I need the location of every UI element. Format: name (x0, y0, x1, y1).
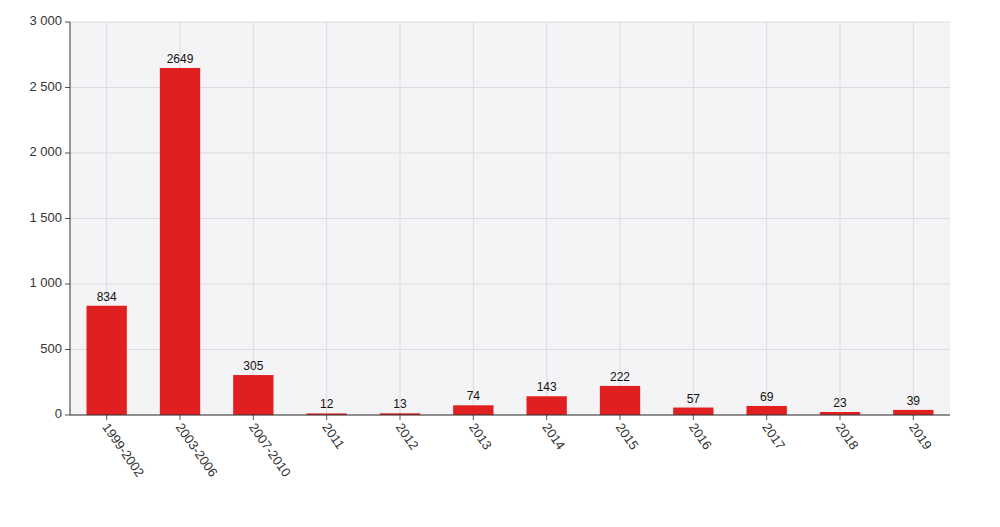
x-tick-label: 1999-2002 (99, 420, 147, 480)
x-tick (546, 415, 547, 420)
grid-line-x (913, 22, 914, 415)
grid-line-y (70, 153, 950, 154)
bars (87, 68, 934, 415)
y-tick (65, 22, 70, 23)
y-tick-label: 2 500 (29, 79, 62, 94)
y-axis: 0 500 1 000 1 500 2 000 2 500 3 000 (29, 13, 70, 421)
y-tick (65, 349, 70, 350)
x-tick-label: 2016 (686, 420, 715, 452)
bar (527, 396, 567, 415)
x-tick (766, 415, 767, 420)
grid-line-x (620, 22, 621, 415)
bar (160, 68, 200, 415)
bar (893, 410, 933, 415)
data-label: 57 (687, 392, 701, 406)
data-label: 12 (320, 397, 334, 411)
grid-line-x (546, 22, 547, 415)
y-tick (65, 87, 70, 88)
data-label: 305 (243, 359, 263, 373)
page: {"chart_data": {"type": "bar", "categori… (0, 0, 1000, 527)
data-label: 69 (760, 390, 774, 404)
x-tick (326, 415, 327, 420)
y-tick-label: 2 000 (29, 144, 62, 159)
grid-line-y (70, 284, 950, 285)
data-label: 39 (907, 394, 921, 408)
bar (747, 406, 787, 415)
grid-line-y (70, 415, 950, 416)
x-tick (620, 415, 621, 420)
y-tick-label: 1 000 (29, 275, 62, 290)
x-tick (400, 415, 401, 420)
x-tick (693, 415, 694, 420)
grid-line-x (253, 22, 254, 415)
x-tick (913, 415, 914, 420)
chart-container: 0 500 1 000 1 500 2 000 2 500 3 000 1999-2002 20… (0, 0, 1000, 527)
grid-line-x (840, 22, 841, 415)
y-tick-label: 0 (55, 406, 62, 421)
x-tick-label: 2014 (539, 420, 568, 452)
data-label: 834 (97, 290, 117, 304)
x-tick (106, 415, 107, 420)
y-tick (65, 415, 70, 416)
x-tick-label: 2013 (466, 420, 495, 452)
grid-line-x (400, 22, 401, 415)
bar (233, 375, 273, 415)
x-tick-label: 2011 (319, 420, 347, 452)
x-tick (253, 415, 254, 420)
x-tick-label: 2007-2010 (246, 420, 294, 480)
y-tick (65, 218, 70, 219)
grid-line-x (693, 22, 694, 415)
bar (87, 306, 127, 415)
grid-line-y (70, 349, 950, 350)
grid-line-y (70, 87, 950, 88)
grid-line-x (326, 22, 327, 415)
data-labels: 834 2649 305 12 13 74 143 222 57 69 23 39 (97, 52, 921, 411)
x-tick (180, 415, 181, 420)
y-tick-label: 1 500 (29, 210, 62, 225)
x-tick-label: 2012 (393, 420, 422, 452)
bar (673, 408, 713, 415)
chart-svg: 0 500 1 000 1 500 2 000 2 500 3 000 1999-2002 20… (0, 0, 1000, 527)
data-label: 74 (467, 389, 481, 403)
grid-line-y (70, 22, 950, 23)
y-tick-label: 500 (40, 341, 62, 356)
y-axis-line (70, 22, 71, 415)
y-tick (65, 284, 70, 285)
data-label: 222 (610, 370, 630, 384)
x-tick-label: 2003-2006 (173, 420, 221, 480)
x-tick-label: 2018 (833, 420, 862, 452)
x-axis-line (70, 415, 950, 416)
grid-line-x (473, 22, 474, 415)
data-label: 143 (537, 380, 557, 394)
grid-line-x (766, 22, 767, 415)
y-tick-label: 3 000 (29, 13, 62, 28)
x-tick (473, 415, 474, 420)
x-tick (840, 415, 841, 420)
plot-background (70, 22, 950, 415)
bar (600, 386, 640, 415)
y-tick (65, 153, 70, 154)
bar (453, 405, 493, 415)
grid-line-y (70, 218, 950, 219)
data-label: 2649 (167, 52, 194, 66)
x-tick-label: 2017 (759, 420, 788, 452)
grid (70, 22, 950, 415)
x-axis: 1999-2002 2003-2006 2007-2010 2011 2012 2013 2… (99, 415, 935, 480)
data-label: 23 (833, 396, 847, 410)
x-tick-label: 2019 (906, 420, 935, 452)
data-label: 13 (393, 397, 407, 411)
x-tick-label: 2015 (613, 420, 642, 452)
